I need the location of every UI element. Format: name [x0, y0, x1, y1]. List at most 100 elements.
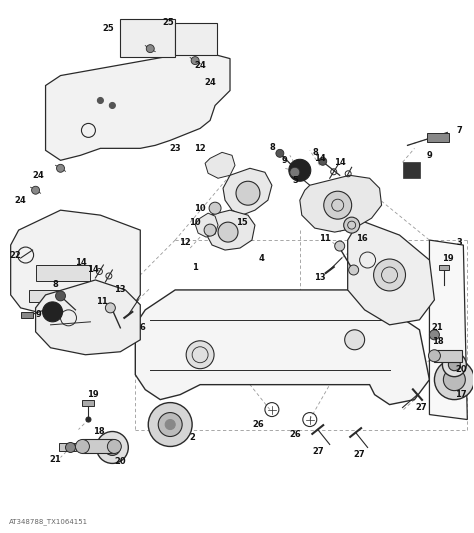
Text: 20: 20: [115, 457, 126, 466]
Text: 8: 8: [269, 143, 275, 152]
Text: 18: 18: [92, 427, 104, 436]
Text: 19: 19: [87, 390, 98, 399]
Polygon shape: [429, 240, 467, 419]
Text: 10: 10: [189, 217, 201, 227]
Text: 15: 15: [236, 217, 248, 227]
Circle shape: [96, 432, 128, 463]
Polygon shape: [205, 210, 255, 250]
Text: 6: 6: [139, 324, 145, 332]
Circle shape: [209, 202, 221, 214]
Text: 9: 9: [282, 156, 288, 165]
Circle shape: [335, 241, 345, 251]
Text: 24: 24: [194, 61, 206, 70]
Bar: [82, 440, 114, 454]
Polygon shape: [135, 290, 429, 405]
Circle shape: [276, 149, 284, 157]
Polygon shape: [36, 280, 140, 355]
Text: 24: 24: [33, 171, 45, 180]
Text: 11: 11: [319, 233, 331, 243]
Text: 12: 12: [194, 144, 206, 153]
Circle shape: [204, 224, 216, 236]
Text: 9: 9: [427, 151, 432, 160]
Bar: [428, 133, 449, 142]
Text: 2: 2: [189, 433, 195, 442]
Text: 16: 16: [356, 233, 367, 243]
Text: 20: 20: [456, 365, 467, 374]
Circle shape: [349, 265, 359, 275]
Polygon shape: [46, 51, 230, 160]
Text: 10: 10: [194, 204, 206, 213]
Bar: [120, 19, 175, 56]
Circle shape: [148, 402, 192, 447]
Polygon shape: [347, 220, 434, 325]
Text: 7: 7: [456, 126, 462, 135]
Ellipse shape: [165, 100, 185, 131]
Text: 11: 11: [97, 297, 108, 306]
Text: 13: 13: [314, 273, 326, 282]
Circle shape: [289, 159, 311, 181]
Bar: [28, 290, 64, 302]
Text: 14: 14: [87, 265, 98, 274]
Text: 1: 1: [192, 263, 198, 272]
Circle shape: [104, 440, 120, 455]
Circle shape: [109, 102, 115, 108]
Circle shape: [191, 56, 199, 64]
Circle shape: [448, 359, 460, 370]
Circle shape: [428, 350, 440, 362]
Circle shape: [43, 302, 63, 322]
Text: 5: 5: [292, 176, 298, 185]
Circle shape: [165, 419, 175, 430]
Circle shape: [65, 442, 75, 453]
Circle shape: [344, 217, 360, 233]
Text: 26: 26: [252, 420, 264, 429]
Text: 24: 24: [15, 196, 27, 205]
Text: 24: 24: [204, 78, 216, 87]
Bar: [36, 265, 91, 281]
Polygon shape: [300, 175, 382, 232]
Text: 21: 21: [50, 455, 62, 464]
Circle shape: [108, 440, 121, 454]
Text: 27: 27: [416, 403, 427, 412]
Text: 12: 12: [179, 238, 191, 247]
Polygon shape: [11, 210, 140, 318]
Text: 25: 25: [162, 18, 174, 27]
Circle shape: [56, 164, 64, 172]
Text: 22: 22: [10, 251, 21, 260]
Circle shape: [218, 222, 238, 242]
Text: 27: 27: [312, 447, 324, 456]
Bar: [434, 350, 462, 362]
Bar: [21, 312, 33, 318]
Polygon shape: [223, 168, 272, 215]
Circle shape: [146, 45, 154, 53]
Text: 17: 17: [456, 390, 467, 399]
Bar: [58, 443, 76, 451]
Circle shape: [105, 303, 115, 313]
Circle shape: [290, 167, 300, 177]
Circle shape: [443, 369, 465, 391]
Text: 14: 14: [74, 257, 86, 266]
Circle shape: [86, 417, 91, 422]
Text: 14: 14: [334, 158, 346, 167]
Circle shape: [98, 98, 103, 103]
Text: 23: 23: [169, 144, 181, 153]
Circle shape: [429, 330, 439, 340]
Text: 13: 13: [115, 286, 126, 294]
Circle shape: [324, 191, 352, 219]
Circle shape: [186, 341, 214, 369]
Circle shape: [158, 413, 182, 437]
Circle shape: [434, 360, 474, 400]
Text: 14: 14: [314, 154, 326, 163]
Text: AT348788_TX1064151: AT348788_TX1064151: [9, 519, 88, 525]
Text: 26: 26: [289, 430, 301, 439]
Circle shape: [32, 186, 40, 194]
Text: 8: 8: [53, 280, 58, 289]
Bar: [402, 163, 420, 178]
Polygon shape: [205, 152, 235, 178]
Circle shape: [319, 157, 327, 165]
Circle shape: [442, 353, 466, 377]
Circle shape: [374, 259, 405, 291]
Circle shape: [75, 440, 90, 454]
Circle shape: [345, 330, 365, 350]
Bar: [82, 400, 94, 406]
Text: 3: 3: [456, 238, 462, 247]
